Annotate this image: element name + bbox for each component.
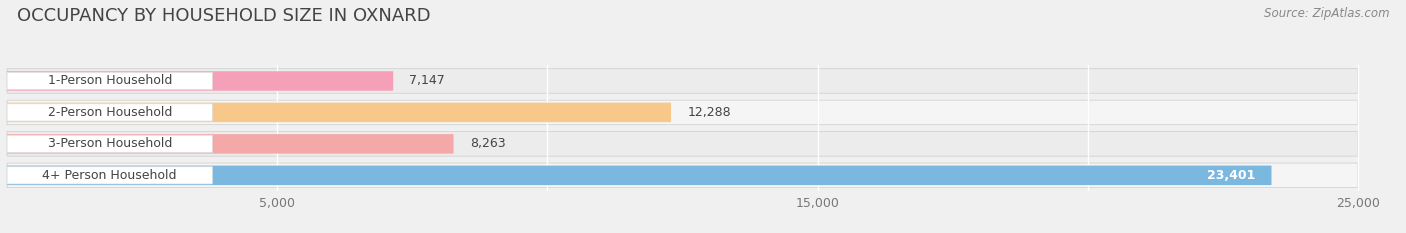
Text: 3-Person Household: 3-Person Household bbox=[48, 137, 172, 150]
Text: 7,147: 7,147 bbox=[409, 75, 446, 87]
FancyBboxPatch shape bbox=[7, 72, 212, 90]
Text: 12,288: 12,288 bbox=[688, 106, 731, 119]
FancyBboxPatch shape bbox=[7, 134, 454, 154]
Text: OCCUPANCY BY HOUSEHOLD SIZE IN OXNARD: OCCUPANCY BY HOUSEHOLD SIZE IN OXNARD bbox=[17, 7, 430, 25]
FancyBboxPatch shape bbox=[7, 166, 1271, 185]
FancyBboxPatch shape bbox=[7, 104, 212, 121]
FancyBboxPatch shape bbox=[7, 132, 1358, 156]
Text: 23,401: 23,401 bbox=[1206, 169, 1256, 182]
FancyBboxPatch shape bbox=[7, 71, 394, 91]
Text: 2-Person Household: 2-Person Household bbox=[48, 106, 172, 119]
FancyBboxPatch shape bbox=[7, 69, 1358, 93]
FancyBboxPatch shape bbox=[7, 103, 671, 122]
Text: 8,263: 8,263 bbox=[470, 137, 505, 150]
FancyBboxPatch shape bbox=[7, 135, 212, 153]
FancyBboxPatch shape bbox=[7, 167, 212, 184]
Text: Source: ZipAtlas.com: Source: ZipAtlas.com bbox=[1264, 7, 1389, 20]
FancyBboxPatch shape bbox=[7, 100, 1358, 125]
FancyBboxPatch shape bbox=[7, 163, 1358, 188]
Text: 4+ Person Household: 4+ Person Household bbox=[42, 169, 177, 182]
Text: 1-Person Household: 1-Person Household bbox=[48, 75, 172, 87]
